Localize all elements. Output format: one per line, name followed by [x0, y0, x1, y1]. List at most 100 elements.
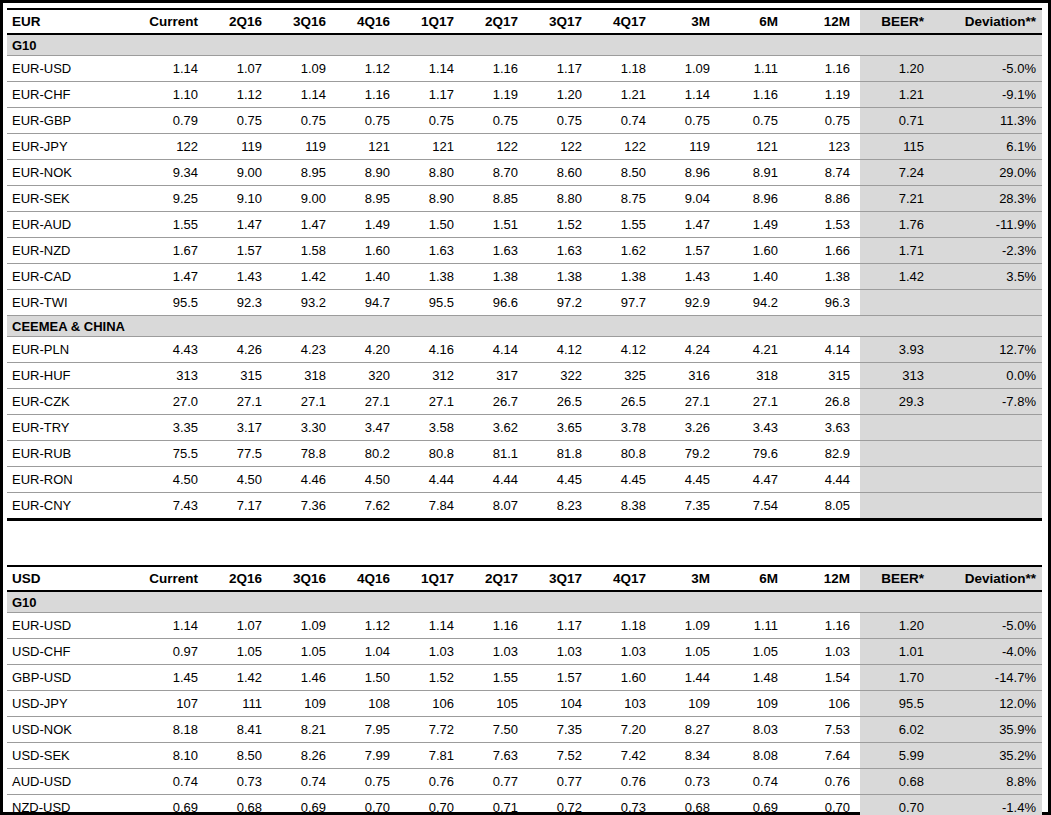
value-cell: 1.03	[528, 639, 592, 665]
value-cell: 0.70	[336, 795, 400, 815]
table-row: EUR-NZD1.671.571.581.601.631.631.631.621…	[7, 238, 1042, 264]
value-cell: 109	[656, 691, 720, 717]
value-cell: -5.0%	[934, 613, 1042, 639]
table-row: EUR-HUF313315318320312317322325316318315…	[7, 363, 1042, 389]
value-cell: 312	[400, 363, 464, 389]
value-cell: 6.1%	[934, 134, 1042, 160]
value-cell: 320	[336, 363, 400, 389]
value-cell: 8.8%	[934, 769, 1042, 795]
table-row: EUR-AUD1.551.471.471.491.501.511.521.551…	[7, 212, 1042, 238]
currency-pair-label: NZD-USD	[7, 795, 140, 815]
value-cell: 0.75	[272, 108, 336, 134]
table-row: EUR-GBP0.790.750.750.750.750.750.750.740…	[7, 108, 1042, 134]
value-cell: 1.76	[860, 212, 934, 238]
value-cell: 8.95	[336, 186, 400, 212]
value-cell: 4.44	[400, 467, 464, 493]
value-cell: 92.3	[208, 290, 272, 316]
value-cell: 1.03	[400, 639, 464, 665]
value-cell: 80.8	[592, 441, 656, 467]
value-cell: 1.50	[400, 212, 464, 238]
value-cell: 27.1	[336, 389, 400, 415]
value-cell: 0.0%	[934, 363, 1042, 389]
section-row: G10	[7, 591, 1042, 613]
value-cell: 8.03	[720, 717, 788, 743]
value-cell: 79.6	[720, 441, 788, 467]
value-cell: 1.53	[788, 212, 860, 238]
value-cell: 316	[656, 363, 720, 389]
currency-pair-label: EUR-HUF	[7, 363, 140, 389]
value-cell: 7.64	[788, 743, 860, 769]
value-cell: 4.14	[464, 337, 528, 363]
value-cell: 3.47	[336, 415, 400, 441]
value-cell: 11.3%	[934, 108, 1042, 134]
value-cell: 123	[788, 134, 860, 160]
value-cell: 0.97	[140, 639, 208, 665]
column-header: 3M	[656, 9, 720, 34]
value-cell: 1.55	[464, 665, 528, 691]
value-cell: 1.70	[860, 665, 934, 691]
value-cell: 1.43	[208, 264, 272, 290]
value-cell: 4.21	[720, 337, 788, 363]
value-cell: 4.26	[208, 337, 272, 363]
section-label: G10	[7, 34, 1042, 56]
value-cell: 95.5	[140, 290, 208, 316]
value-cell: 1.49	[336, 212, 400, 238]
value-cell: 7.52	[528, 743, 592, 769]
value-cell: 1.45	[140, 665, 208, 691]
value-cell: 106	[400, 691, 464, 717]
value-cell: 3.62	[464, 415, 528, 441]
table-row: EUR-RON4.504.504.464.504.444.444.454.454…	[7, 467, 1042, 493]
table-row: EUR-USD1.141.071.091.121.141.161.171.181…	[7, 56, 1042, 82]
value-cell: 4.14	[788, 337, 860, 363]
value-cell: 1.43	[656, 264, 720, 290]
column-header: 6M	[720, 9, 788, 34]
column-header: 4Q17	[592, 566, 656, 591]
value-cell: 1.16	[788, 613, 860, 639]
value-cell: 0.77	[464, 769, 528, 795]
value-cell: 1.20	[528, 82, 592, 108]
value-cell: 9.00	[208, 160, 272, 186]
value-cell: 0.73	[592, 795, 656, 815]
value-cell: 4.12	[528, 337, 592, 363]
value-cell: 77.5	[208, 441, 272, 467]
value-cell: 4.43	[140, 337, 208, 363]
value-cell: 7.95	[336, 717, 400, 743]
value-cell: 1.46	[272, 665, 336, 691]
value-cell: 3.35	[140, 415, 208, 441]
currency-pair-label: EUR-TRY	[7, 415, 140, 441]
table-row: USD-JPY107111109108106105104103109109106…	[7, 691, 1042, 717]
value-cell: 1.57	[656, 238, 720, 264]
value-cell: 8.21	[272, 717, 336, 743]
value-cell: 4.46	[272, 467, 336, 493]
section-label: CEEMEA & CHINA	[7, 316, 1042, 337]
table-row: EUR-TWI95.592.393.294.795.596.697.297.79…	[7, 290, 1042, 316]
currency-pair-label: EUR-USD	[7, 56, 140, 82]
section-row: CEEMEA & CHINA	[7, 316, 1042, 337]
value-cell: 1.12	[336, 56, 400, 82]
value-cell: 95.5	[860, 691, 934, 717]
value-cell: 12.0%	[934, 691, 1042, 717]
value-cell: 0.76	[788, 769, 860, 795]
value-cell: 81.8	[528, 441, 592, 467]
value-cell: 1.03	[788, 639, 860, 665]
value-cell: 1.04	[336, 639, 400, 665]
value-cell: 79.2	[656, 441, 720, 467]
value-cell: 1.47	[140, 264, 208, 290]
value-cell: 93.2	[272, 290, 336, 316]
table-row: EUR-RUB75.577.578.880.280.881.181.880.87…	[7, 441, 1042, 467]
column-header: 12M	[788, 9, 860, 34]
value-cell: 29.3	[860, 389, 934, 415]
value-cell: 78.8	[272, 441, 336, 467]
value-cell: 1.60	[336, 238, 400, 264]
value-cell: 8.96	[656, 160, 720, 186]
table-row: USD-CHF0.971.051.051.041.031.031.031.031…	[7, 639, 1042, 665]
value-cell: -9.1%	[934, 82, 1042, 108]
column-header: 1Q17	[400, 9, 464, 34]
column-header: 6M	[720, 566, 788, 591]
value-cell: 1.47	[656, 212, 720, 238]
value-cell: 1.38	[528, 264, 592, 290]
table-row: GBP-USD1.451.421.461.501.521.551.571.601…	[7, 665, 1042, 691]
value-cell: 1.19	[464, 82, 528, 108]
value-cell: 96.3	[788, 290, 860, 316]
value-cell: 8.80	[528, 186, 592, 212]
